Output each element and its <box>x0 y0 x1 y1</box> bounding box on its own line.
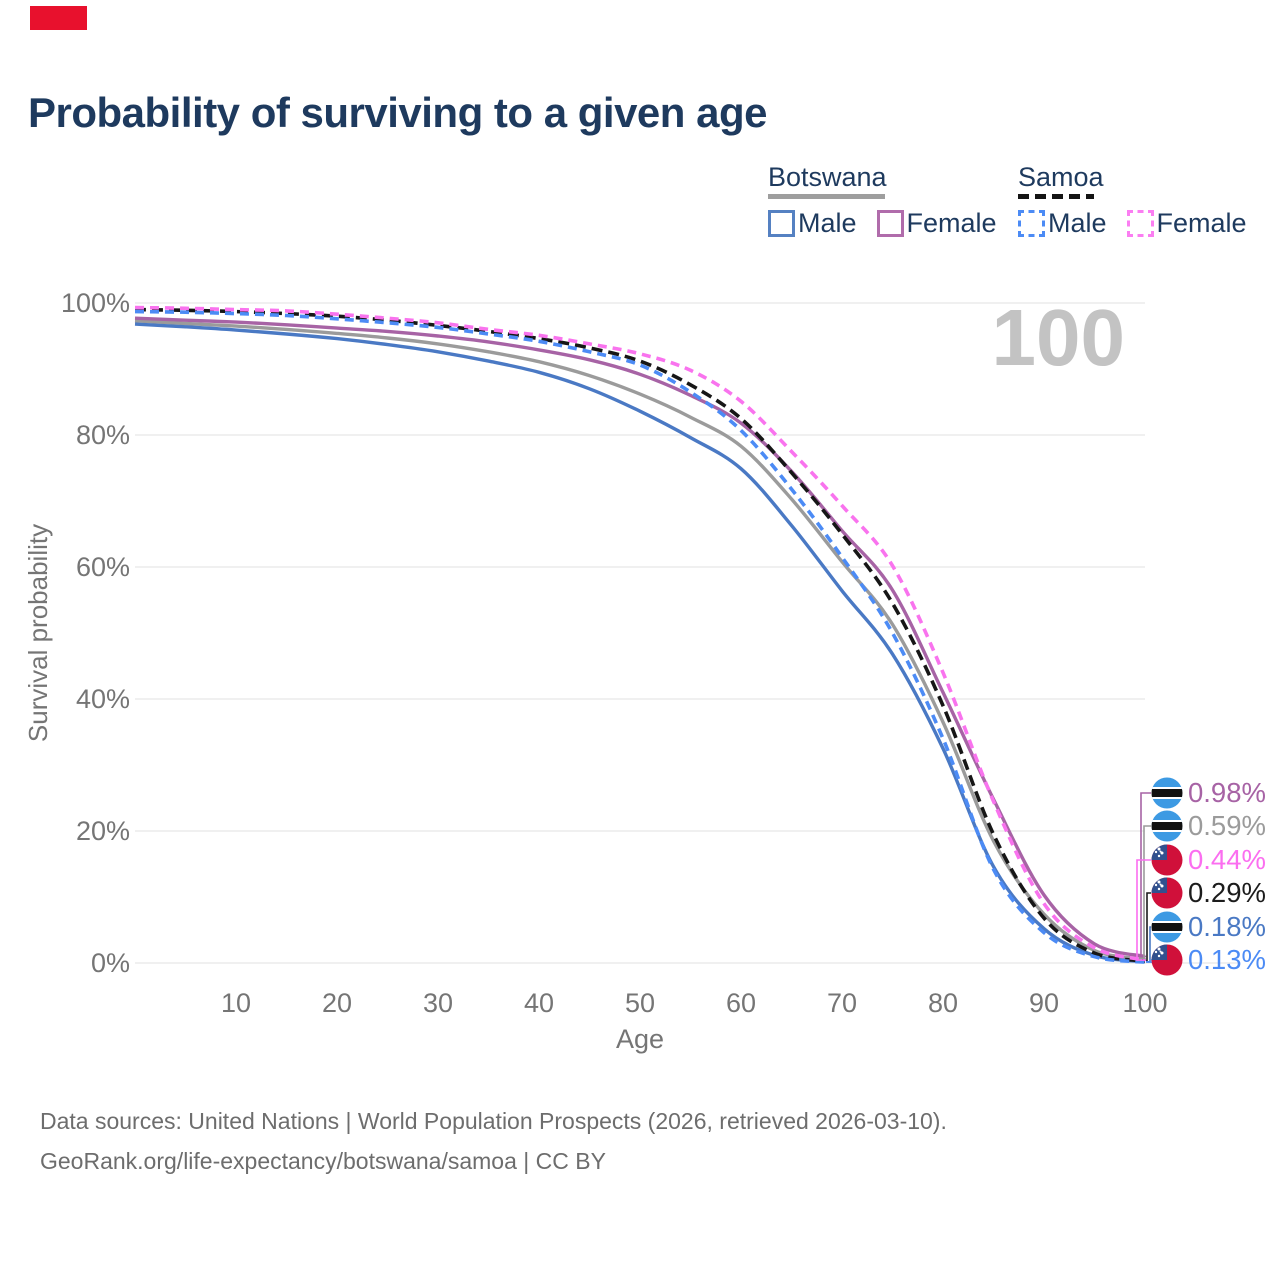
y-axis-title: Survival probability <box>23 524 53 742</box>
legend-swatch-samoa-female <box>1126 210 1154 237</box>
end-value-label: 0.13% <box>1188 944 1266 975</box>
series-line-samoa-all <box>134 307 1146 963</box>
legend-item-botswana-male: Male <box>768 208 857 239</box>
series-line-samoa-female <box>134 305 1146 962</box>
legend-item-samoa-female: Female <box>1126 208 1247 239</box>
x-axis-title: Age <box>616 1024 664 1054</box>
legend-label: Male <box>1048 208 1107 238</box>
legend-group-samoa: Samoa Male Female <box>1018 163 1247 239</box>
watermark-label: 100 <box>992 293 1125 382</box>
legend-item-botswana-female: Female <box>876 208 997 239</box>
y-tick-label: 60% <box>76 552 130 582</box>
y-tick-label: 0% <box>91 948 130 978</box>
footer-license-line: GeoRank.org/life-expectancy/botswana/sam… <box>40 1148 606 1174</box>
footer-source-line: Data sources: United Nations | World Pop… <box>40 1108 947 1134</box>
legend-swatch-botswana-female <box>876 210 904 237</box>
flag-icon-botswana <box>1151 911 1183 943</box>
legend-row: Male Female <box>1018 208 1247 239</box>
legend-swatch-botswana-male <box>768 210 795 237</box>
y-tick-label: 80% <box>76 420 130 450</box>
page-title: Probability of surviving to a given age <box>28 89 767 136</box>
legend-label: Female <box>1156 208 1247 238</box>
red-marker <box>30 6 87 30</box>
y-tick-label: 40% <box>76 684 130 714</box>
series-line-samoa-male <box>134 309 1146 964</box>
legend-swatch-samoa-male <box>1018 210 1045 237</box>
flag-icon-samoa <box>1151 877 1183 909</box>
legend-group-botswana: Botswana Male Female <box>768 163 997 239</box>
y-tick-label: 20% <box>76 816 130 846</box>
leader-line <box>1143 825 1151 960</box>
end-value-label: 0.59% <box>1188 810 1266 841</box>
legend-label: Male <box>798 208 857 238</box>
legend-header-samoa: Samoa <box>1018 162 1104 192</box>
x-tick-label: 80 <box>928 988 958 1018</box>
end-value-label: 0.44% <box>1188 844 1266 875</box>
x-tick-label: 50 <box>625 988 655 1018</box>
legend-header-botswana: Botswana <box>768 162 887 192</box>
flag-icon-samoa <box>1151 944 1183 976</box>
series-line-botswana-female <box>134 316 1146 959</box>
series-line-botswana-all <box>134 319 1146 961</box>
end-value-label: 0.98% <box>1188 777 1266 808</box>
flag-icon-botswana <box>1151 777 1183 809</box>
legend-label: Female <box>906 208 997 238</box>
x-tick-label: 20 <box>322 988 352 1018</box>
x-tick-label: 60 <box>726 988 756 1018</box>
flag-icon-samoa <box>1151 844 1183 876</box>
x-tick-label: 100 <box>1122 988 1167 1018</box>
series-line-botswana-male <box>134 322 1146 964</box>
end-value-label: 0.29% <box>1188 877 1266 908</box>
legend-rule-solid <box>768 194 885 199</box>
flag-icon-botswana <box>1151 810 1183 842</box>
leader-line <box>1136 859 1151 961</box>
legend-rule-dashed <box>1018 194 1094 199</box>
end-value-label: 0.18% <box>1188 911 1266 942</box>
x-tick-label: 30 <box>423 988 453 1018</box>
legend-row: Male Female <box>768 208 997 239</box>
x-tick-label: 70 <box>827 988 857 1018</box>
legend-item-samoa-male: Male <box>1018 208 1107 239</box>
y-tick-label: 100% <box>61 288 130 318</box>
x-tick-label: 90 <box>1029 988 1059 1018</box>
x-tick-label: 10 <box>221 988 251 1018</box>
x-tick-label: 40 <box>524 988 554 1018</box>
